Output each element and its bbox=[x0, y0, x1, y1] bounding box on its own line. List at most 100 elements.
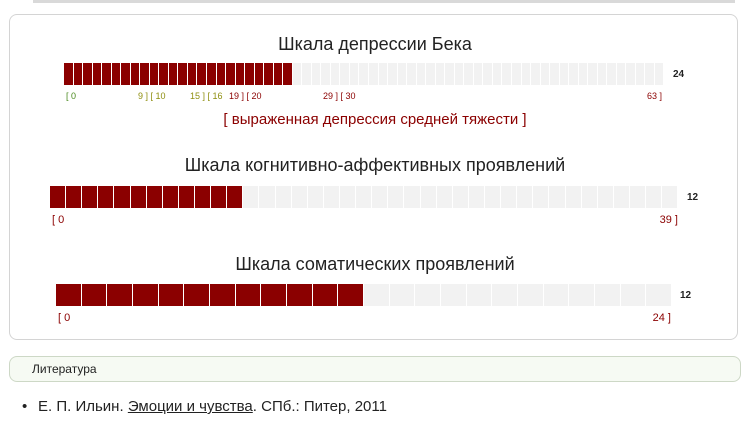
beck-segment-filled bbox=[140, 63, 150, 85]
cognitive-segment-filled bbox=[178, 186, 195, 208]
beck-segment-empty bbox=[654, 63, 665, 85]
beck-segment-empty bbox=[454, 63, 465, 85]
top-divider bbox=[33, 0, 735, 3]
somatic-segment-empty bbox=[518, 284, 544, 306]
beck-segment-filled bbox=[159, 63, 169, 85]
beck-segment-empty bbox=[349, 63, 360, 85]
somatic-segment-filled bbox=[133, 284, 159, 306]
beck-tick-label: 15 ] [ 16 bbox=[190, 91, 223, 101]
beck-segment-empty bbox=[607, 63, 617, 85]
beck-segment-empty bbox=[531, 63, 541, 85]
beck-segment-empty bbox=[369, 63, 379, 85]
beck-segment-empty bbox=[378, 63, 389, 85]
beck-segment-empty bbox=[559, 63, 570, 85]
literature-header[interactable]: Литература bbox=[9, 356, 741, 382]
somatic-segment-filled bbox=[158, 284, 185, 306]
beck-interpretation: [ выраженная депрессия средней тяжести ] bbox=[223, 111, 527, 128]
cognitive-segment-empty bbox=[468, 186, 485, 208]
beck-segment-filled bbox=[130, 63, 141, 85]
beck-segment-empty bbox=[616, 63, 627, 85]
beck-segment-empty bbox=[597, 63, 608, 85]
somatic-segment-filled bbox=[287, 284, 313, 306]
somatic-segment-empty bbox=[543, 284, 570, 306]
somatic-segment-filled bbox=[338, 284, 365, 306]
beck-segment-filled bbox=[83, 63, 93, 85]
beck-segment-filled bbox=[226, 63, 236, 85]
beck-segment-empty bbox=[397, 63, 408, 85]
beck-segment-empty bbox=[473, 63, 484, 85]
cognitive-segment-filled bbox=[66, 186, 83, 208]
beck-segment-empty bbox=[435, 63, 446, 85]
beck-segment-empty bbox=[635, 63, 646, 85]
beck-segment-empty bbox=[340, 63, 350, 85]
cognitive-segment-empty bbox=[420, 186, 437, 208]
cognitive-segment-empty bbox=[259, 186, 276, 208]
somatic-segment-filled bbox=[261, 284, 288, 306]
somatic-tick-start: [ 0 bbox=[58, 312, 71, 324]
cognitive-segment-empty bbox=[565, 186, 582, 208]
cognitive-segment-empty bbox=[404, 186, 421, 208]
reference-book-link[interactable]: Эмоции и чувства bbox=[127, 398, 253, 415]
reference-publisher: . СПб.: Питер, 2011 bbox=[252, 398, 387, 415]
beck-segment-empty bbox=[569, 63, 579, 85]
cognitive-segment-empty bbox=[436, 186, 453, 208]
somatic-segment-empty bbox=[441, 284, 467, 306]
somatic-segment-empty bbox=[466, 284, 493, 306]
somatic-tick-end: 24 ] bbox=[652, 312, 671, 324]
beck-tick-label: 29 ] [ 30 bbox=[323, 91, 356, 101]
beck-tick-label: 63 ] bbox=[646, 91, 662, 101]
somatic-segment-filled bbox=[184, 284, 211, 306]
beck-segment-empty bbox=[492, 63, 503, 85]
beck-segment-filled bbox=[64, 63, 74, 85]
cognitive-scale-bar bbox=[50, 186, 679, 208]
beck-tick-label: 9 ] [ 10 bbox=[138, 91, 166, 101]
beck-scale-bar bbox=[64, 63, 665, 85]
cognitive-segment-empty bbox=[356, 186, 373, 208]
beck-segment-filled bbox=[273, 63, 284, 85]
somatic-segment-filled bbox=[81, 284, 108, 306]
beck-segment-filled bbox=[121, 63, 131, 85]
beck-segment-filled bbox=[254, 63, 265, 85]
cognitive-segment-empty bbox=[581, 186, 598, 208]
beck-score: 24 bbox=[673, 69, 685, 80]
somatic-score: 12 bbox=[680, 290, 692, 301]
cognitive-segment-empty bbox=[339, 186, 357, 208]
cognitive-score: 12 bbox=[687, 192, 699, 203]
beck-segment-filled bbox=[206, 63, 217, 85]
cognitive-segment-filled bbox=[146, 186, 163, 208]
beck-segment-empty bbox=[626, 63, 636, 85]
cognitive-segment-filled bbox=[162, 186, 179, 208]
cognitive-segment-empty bbox=[501, 186, 518, 208]
beck-segment-empty bbox=[416, 63, 427, 85]
beck-segment-empty bbox=[388, 63, 398, 85]
cognitive-segment-filled bbox=[194, 186, 212, 208]
beck-segment-filled bbox=[245, 63, 255, 85]
somatic-scale-bar bbox=[56, 284, 673, 306]
beck-scale-title: Шкала депрессии Бека bbox=[278, 34, 472, 54]
cognitive-segment-empty bbox=[662, 186, 679, 208]
cognitive-segment-empty bbox=[629, 186, 647, 208]
beck-segment-empty bbox=[302, 63, 312, 85]
cognitive-segment-empty bbox=[372, 186, 389, 208]
somatic-scale-title: Шкала соматических проявлений bbox=[235, 254, 515, 274]
beck-segment-filled bbox=[92, 63, 103, 85]
beck-segment-filled bbox=[197, 63, 207, 85]
somatic-segment-empty bbox=[492, 284, 519, 306]
cognitive-segment-empty bbox=[452, 186, 469, 208]
somatic-segment-empty bbox=[646, 284, 673, 306]
cognitive-segment-empty bbox=[646, 186, 663, 208]
beck-segment-filled bbox=[216, 63, 227, 85]
cognitive-segment-empty bbox=[517, 186, 534, 208]
beck-segment-empty bbox=[540, 63, 551, 85]
reference-item: • Е. П. Ильин. Эмоции и чувства. СПб.: Пи… bbox=[22, 398, 387, 415]
cognitive-segment-empty bbox=[533, 186, 550, 208]
somatic-segment-filled bbox=[235, 284, 262, 306]
cognitive-segment-empty bbox=[243, 186, 260, 208]
cognitive-segment-empty bbox=[323, 186, 340, 208]
cognitive-segment-empty bbox=[597, 186, 614, 208]
literature-label: Литература bbox=[32, 362, 97, 376]
beck-tick-label: 19 ] [ 20 bbox=[229, 91, 262, 101]
somatic-segment-empty bbox=[620, 284, 647, 306]
beck-segment-filled bbox=[187, 63, 198, 85]
beck-tick-labels: [ 0 9 ] [ 10 15 ] [ 16 19 ] [ 20 29 ] [ … bbox=[64, 91, 664, 105]
